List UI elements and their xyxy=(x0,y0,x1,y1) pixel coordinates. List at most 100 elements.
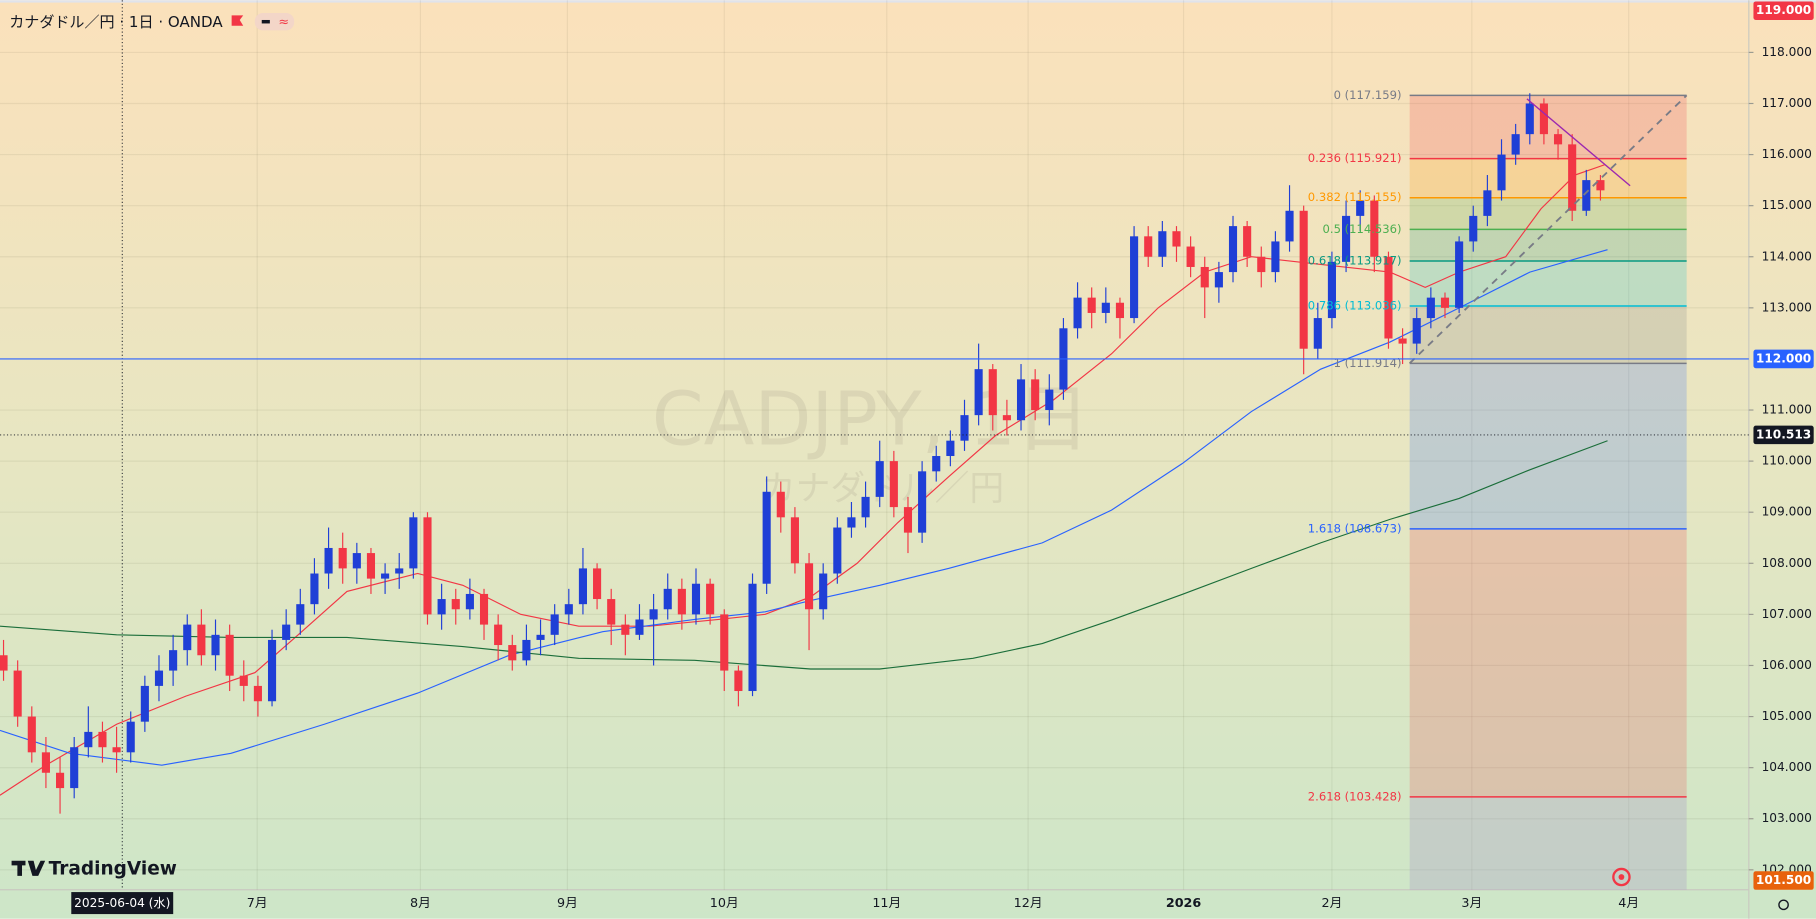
chart-title: カナダドル／円 · 1日 · OANDA xyxy=(9,13,223,31)
price-label-box xyxy=(1753,871,1814,890)
y-tick-label: 111.000 xyxy=(1762,403,1812,417)
candle-body xyxy=(324,547,333,574)
trend-line xyxy=(1526,98,1631,187)
y-tick-label: 106.000 xyxy=(1762,658,1812,672)
candle-body xyxy=(126,721,135,753)
candle-body xyxy=(352,553,361,569)
candle-body xyxy=(593,568,602,600)
candle-body xyxy=(1469,215,1478,242)
candle-body xyxy=(41,752,50,773)
y-tick-label: 108.000 xyxy=(1762,556,1812,570)
candle-body xyxy=(98,731,107,748)
candle-body xyxy=(267,639,277,702)
overlay: 0 (117.159) 0.236 (115.921) 0.382 (115.155… xyxy=(0,0,1749,890)
candle-body xyxy=(918,471,927,533)
header: カナダドル／円 · 1日 · OANDA ≈ xyxy=(9,13,295,31)
candle-body xyxy=(1214,272,1223,288)
candle-body xyxy=(1299,210,1308,349)
watermark-symbol: CADJPY, 1日 xyxy=(652,377,1090,463)
candle-body xyxy=(819,573,828,610)
candle-body xyxy=(183,624,192,651)
price-label-box xyxy=(1753,1,1814,20)
candle-body xyxy=(1158,231,1167,257)
brand-logo: TradingView xyxy=(11,858,177,879)
axes: 102.000103.000104.000105.000106.000107.0… xyxy=(71,1,1814,915)
alert-icon[interactable] xyxy=(1612,867,1631,887)
candle-body xyxy=(197,624,206,656)
candle-body xyxy=(465,593,474,610)
fib-band xyxy=(1409,197,1687,230)
candle-body xyxy=(296,604,305,625)
candle-body xyxy=(564,604,573,615)
candle-body xyxy=(1101,302,1110,313)
candle-body xyxy=(366,553,376,579)
brand-name: TradingView xyxy=(49,858,177,879)
candle-body xyxy=(1257,256,1266,273)
settings-icon[interactable] xyxy=(1778,899,1789,911)
x-tick-label: 3月 xyxy=(1461,896,1482,911)
brand-icon xyxy=(11,860,46,876)
grid xyxy=(0,0,1749,890)
candle-body xyxy=(932,456,941,472)
moving-average-line xyxy=(0,249,1608,766)
candle-body xyxy=(140,685,149,722)
y-tick-label: 113.000 xyxy=(1762,300,1812,314)
candle-body xyxy=(1087,297,1096,313)
candle-body xyxy=(875,461,884,497)
candle-body xyxy=(1568,144,1577,211)
price-label: 110.513 xyxy=(1756,427,1811,441)
candle-body xyxy=(225,634,234,676)
x-tick-label: 11月 xyxy=(872,896,901,911)
candle-body xyxy=(974,369,983,416)
crosshair-date-box xyxy=(71,892,174,915)
candle-body xyxy=(1440,297,1450,308)
candle-body xyxy=(409,517,418,569)
candle-body xyxy=(56,772,65,789)
candle-body xyxy=(1356,200,1365,216)
candle-body xyxy=(27,716,36,753)
candle-body xyxy=(239,675,248,686)
candle-body xyxy=(649,609,658,620)
candle-body xyxy=(847,517,856,528)
candle-body xyxy=(1115,302,1125,319)
fib-level-label: 0.5 (114.536) xyxy=(1323,222,1402,236)
candle-body xyxy=(734,670,743,692)
candle-body xyxy=(536,634,545,640)
fib-band xyxy=(1409,528,1687,797)
pill-icon xyxy=(261,19,270,24)
candle-body xyxy=(578,568,587,605)
moving-average-line xyxy=(0,440,1608,670)
candle-body xyxy=(338,547,347,569)
moving-averages xyxy=(0,164,1608,796)
candle-body xyxy=(508,645,517,661)
candle-body xyxy=(861,496,870,518)
x-tick-label: 7月 xyxy=(247,896,268,911)
fib-band xyxy=(1409,158,1687,198)
candle-body xyxy=(1455,241,1464,308)
fib-retracement xyxy=(1409,94,1687,890)
candle-body xyxy=(253,685,262,702)
x-tick-label: 2026 xyxy=(1166,896,1202,911)
candle-body xyxy=(790,517,799,564)
candle-body xyxy=(1525,103,1534,135)
price-label-box xyxy=(1753,349,1814,369)
candle-body xyxy=(706,583,715,615)
candle-body xyxy=(804,563,814,610)
x-tick-label: 10月 xyxy=(710,896,739,911)
candle-body xyxy=(1002,415,1011,421)
fib-level-label: 1 (111.914) xyxy=(1334,356,1402,370)
candle-body xyxy=(451,599,460,610)
x-tick-label: 9月 xyxy=(557,896,578,911)
x-tick-label: 4月 xyxy=(1618,896,1639,911)
alert-icon-dot xyxy=(1618,874,1625,880)
candle-body xyxy=(677,588,686,615)
x-tick-label: 12月 xyxy=(1014,896,1043,911)
price-label: 101.500 xyxy=(1756,873,1811,887)
candle-body xyxy=(1016,379,1026,421)
candle-body xyxy=(1539,103,1548,135)
indicator-pill[interactable] xyxy=(254,13,295,31)
price-label: 112.000 xyxy=(1756,351,1811,365)
candle-body xyxy=(70,747,79,789)
